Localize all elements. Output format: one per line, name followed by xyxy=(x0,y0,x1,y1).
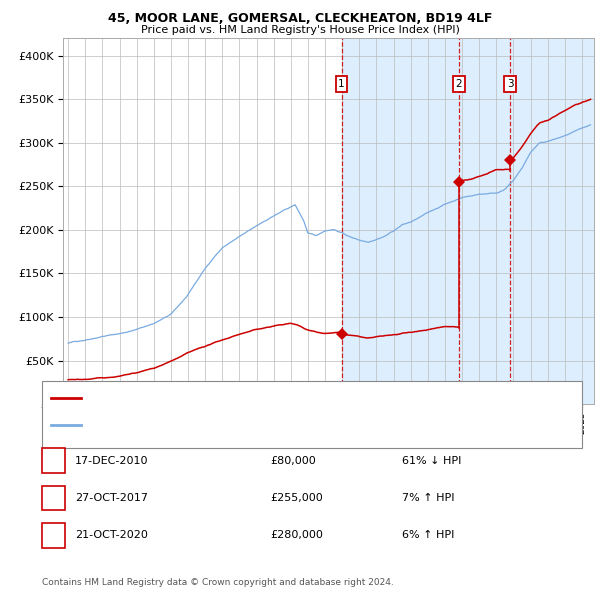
Text: 2: 2 xyxy=(50,493,57,503)
Text: 61% ↓ HPI: 61% ↓ HPI xyxy=(402,456,461,466)
Text: 2: 2 xyxy=(456,79,463,89)
Text: 1: 1 xyxy=(50,456,57,466)
Text: 45, MOOR LANE, GOMERSAL, CLECKHEATON, BD19 4LF: 45, MOOR LANE, GOMERSAL, CLECKHEATON, BD… xyxy=(108,12,492,25)
Text: 45, MOOR LANE, GOMERSAL, CLECKHEATON, BD19 4LF (detached house): 45, MOOR LANE, GOMERSAL, CLECKHEATON, BD… xyxy=(87,394,447,403)
Text: 17-DEC-2010: 17-DEC-2010 xyxy=(75,456,149,466)
Text: £80,000: £80,000 xyxy=(270,456,316,466)
Text: 3: 3 xyxy=(507,79,514,89)
Text: 6% ↑ HPI: 6% ↑ HPI xyxy=(402,530,454,540)
Text: 3: 3 xyxy=(50,530,57,540)
Text: 27-OCT-2017: 27-OCT-2017 xyxy=(75,493,148,503)
Text: £280,000: £280,000 xyxy=(270,530,323,540)
Text: Contains HM Land Registry data © Crown copyright and database right 2024.: Contains HM Land Registry data © Crown c… xyxy=(42,578,394,586)
Text: 21-OCT-2020: 21-OCT-2020 xyxy=(75,530,148,540)
Text: £255,000: £255,000 xyxy=(270,493,323,503)
Text: 1: 1 xyxy=(338,79,345,89)
Bar xyxy=(341,38,594,404)
Text: HPI: Average price, detached house, Kirklees: HPI: Average price, detached house, Kirk… xyxy=(87,420,307,430)
Text: Price paid vs. HM Land Registry's House Price Index (HPI): Price paid vs. HM Land Registry's House … xyxy=(140,25,460,35)
Text: 7% ↑ HPI: 7% ↑ HPI xyxy=(402,493,455,503)
